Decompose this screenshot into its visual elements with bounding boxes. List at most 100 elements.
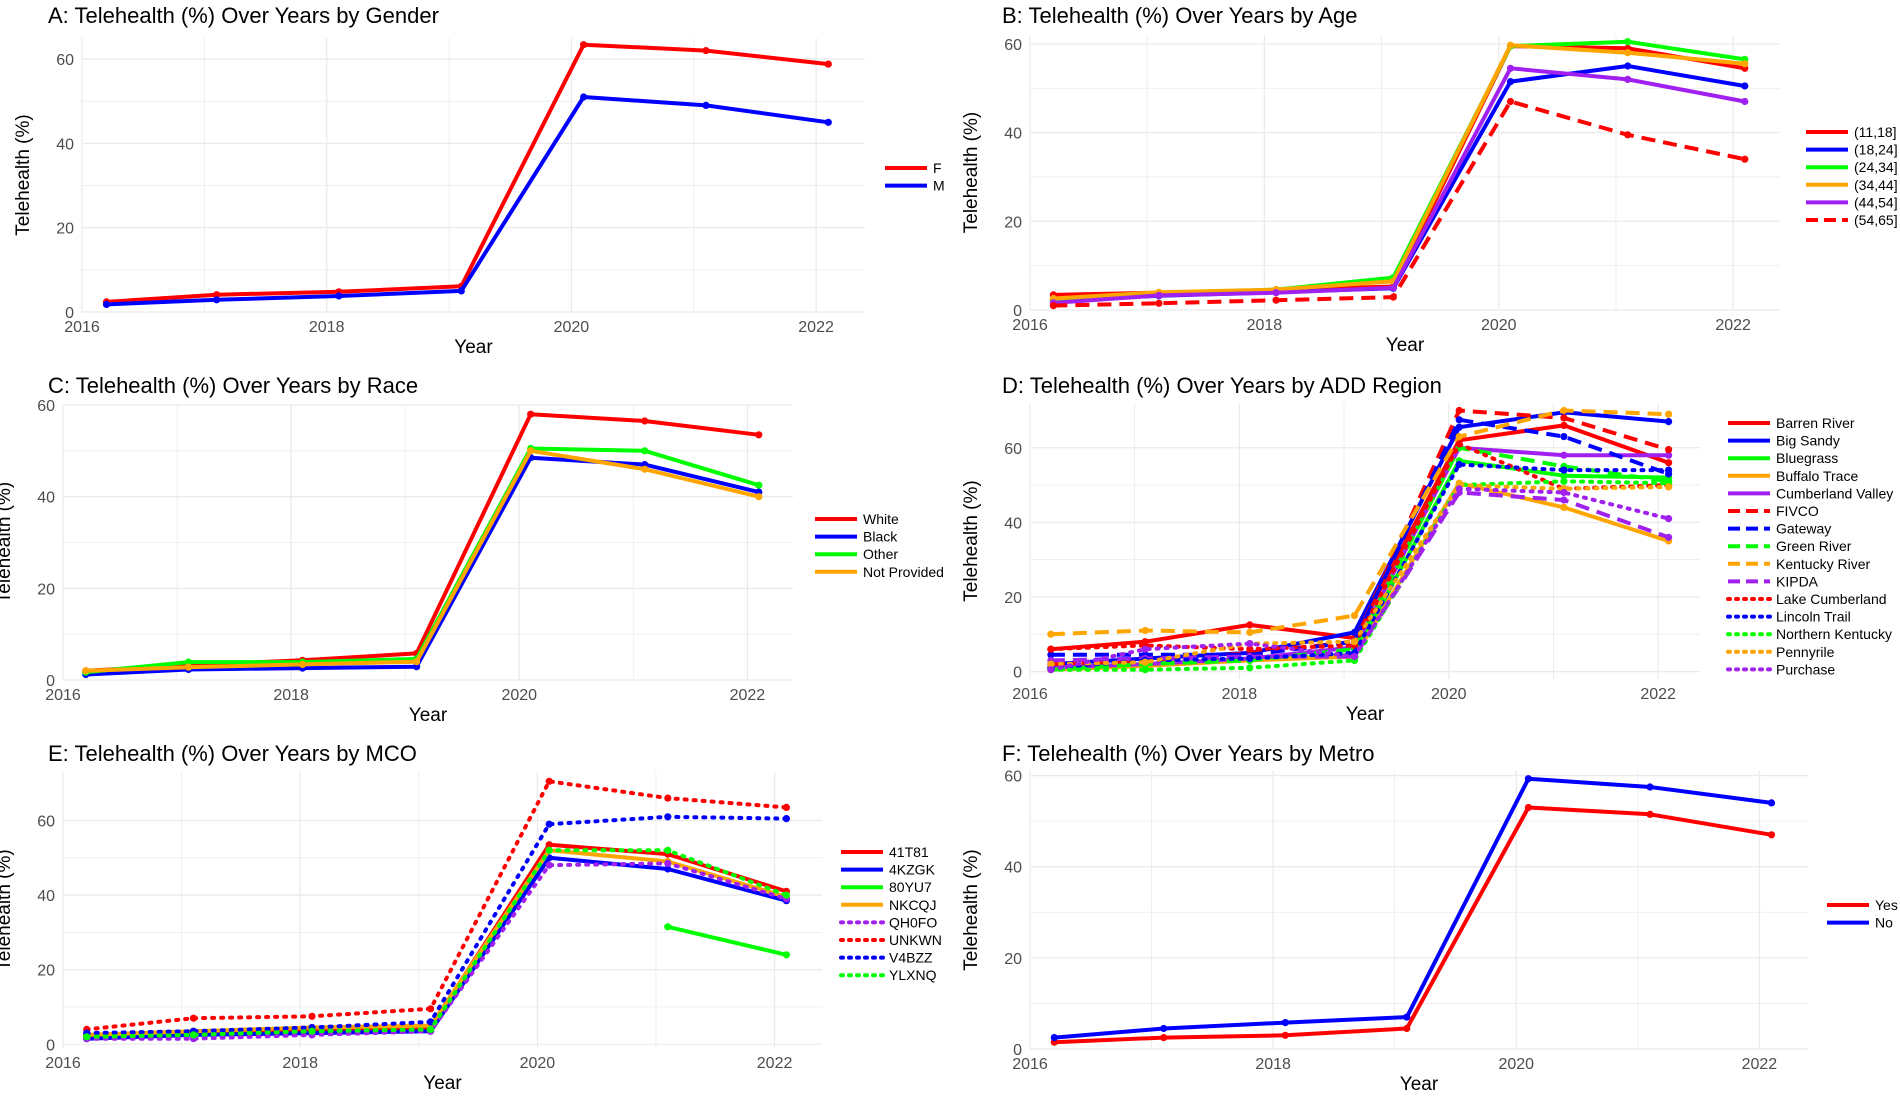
data-point [1455,460,1463,469]
data-point [1560,451,1568,459]
x-tick-label: 2016 [45,687,81,704]
data-point [664,846,672,854]
chart-panel-e: 2016 2018 2020 2022 0 20 40 60 E: Telehealth (%)… [0,741,942,1094]
data-point [1389,284,1397,292]
data-point [1646,810,1654,818]
data-point [1141,658,1149,666]
data-point [184,663,193,671]
legend-label: 80YU7 [889,879,932,895]
y-tick-label: 20 [1004,951,1022,968]
data-point [824,118,832,126]
data-point [1524,775,1532,783]
data-point [1246,628,1254,637]
data-point [1560,472,1568,480]
chart-title: D: Telehealth (%) Over Years by ADD Regi… [1002,373,1442,398]
data-point [1624,38,1632,46]
series-line [1048,423,1671,652]
data-point [1350,612,1359,620]
x-tick-label: 2016 [1012,686,1048,703]
y-tick-label: 40 [37,490,55,507]
data-point [1272,289,1280,297]
data-point [1246,664,1254,672]
x-tick-label: 2022 [730,687,766,704]
y-tick-label: 20 [37,581,55,598]
data-point [545,841,553,849]
x-tick-label: 2022 [1640,686,1676,703]
data-point [702,47,710,55]
data-point [1506,64,1515,72]
data-point [1665,466,1673,474]
data-point [1665,515,1673,523]
x-tick-label: 2022 [1715,317,1751,334]
data-point [1403,1024,1411,1033]
data-point [1049,302,1057,310]
data-point [664,794,672,802]
data-point [664,865,672,873]
data-point [1524,803,1532,812]
data-point [1281,1019,1289,1027]
y-tick-label: 60 [56,52,74,69]
data-point [1665,451,1673,459]
data-point [641,465,649,473]
data-point [189,1014,198,1022]
chart-title: A: Telehealth (%) Over Years by Gender [48,3,439,28]
y-tick-label: 40 [1004,126,1022,143]
legend-label: Yes [1875,897,1898,913]
x-tick-label: 2018 [282,1055,318,1072]
data-point [1560,414,1568,422]
data-point [1141,666,1149,674]
data-point [1665,459,1673,467]
legend-label: No [1875,915,1893,931]
data-point [1624,131,1632,139]
chart-panel-a: 2016 2018 2020 2022 0 20 40 60 A: Telehealth (%)… [13,3,945,358]
chart-panel-f: 2016 2018 2020 2022 0 20 40 60 F: Telehealth (%)… [961,741,1898,1095]
data-point [1560,466,1568,474]
legend-label: NKCQJ [889,897,936,913]
data-point [413,658,421,666]
legend-label: Gateway [1776,521,1831,537]
legend-label: Lake Cumberland [1776,591,1887,607]
y-tick-label: 20 [1004,590,1022,607]
data-point [755,493,763,501]
data-point [1155,291,1163,299]
data-point [1047,660,1055,668]
series-line [84,861,789,1041]
y-tick-label: 60 [37,398,55,415]
x-tick-label: 2018 [1247,317,1283,334]
data-point [1506,97,1515,106]
chart-title: C: Telehealth (%) Over Years by Race [48,373,418,398]
x-tick-label: 2022 [798,319,834,336]
legend-label: YLXNQ [889,967,937,983]
x-tick-label: 2020 [520,1055,556,1072]
data-point [213,296,221,304]
series-line [84,814,789,1036]
data-point [1560,496,1568,504]
series-line [84,855,789,1041]
y-tick-label: 0 [46,673,55,690]
data-point [1389,293,1397,301]
legend-label: Other [863,546,898,562]
y-tick-label: 0 [65,305,74,322]
y-axis-title: Telehealth (%) [13,114,34,235]
data-point [82,667,90,675]
chart-title: F: Telehealth (%) Over Years by Metro [1002,741,1375,766]
data-point [1560,503,1568,511]
legend-label: Green River [1776,538,1852,554]
data-point [1506,41,1515,49]
data-point [1047,645,1055,653]
data-point [298,660,307,669]
data-point [1665,483,1673,491]
x-tick-label: 2022 [757,1055,793,1072]
legend-label: Not Provided [863,564,944,580]
y-tick-label: 60 [37,813,55,830]
data-point [1455,440,1463,448]
data-point [1141,626,1149,635]
legend-label: (18,24] [1854,142,1898,158]
y-tick-label: 0 [1013,303,1022,320]
data-point [427,1018,435,1026]
data-point [1246,621,1254,629]
legend-label: F [933,160,942,176]
data-point [213,291,221,299]
data-point [702,101,710,109]
data-point [580,41,588,49]
